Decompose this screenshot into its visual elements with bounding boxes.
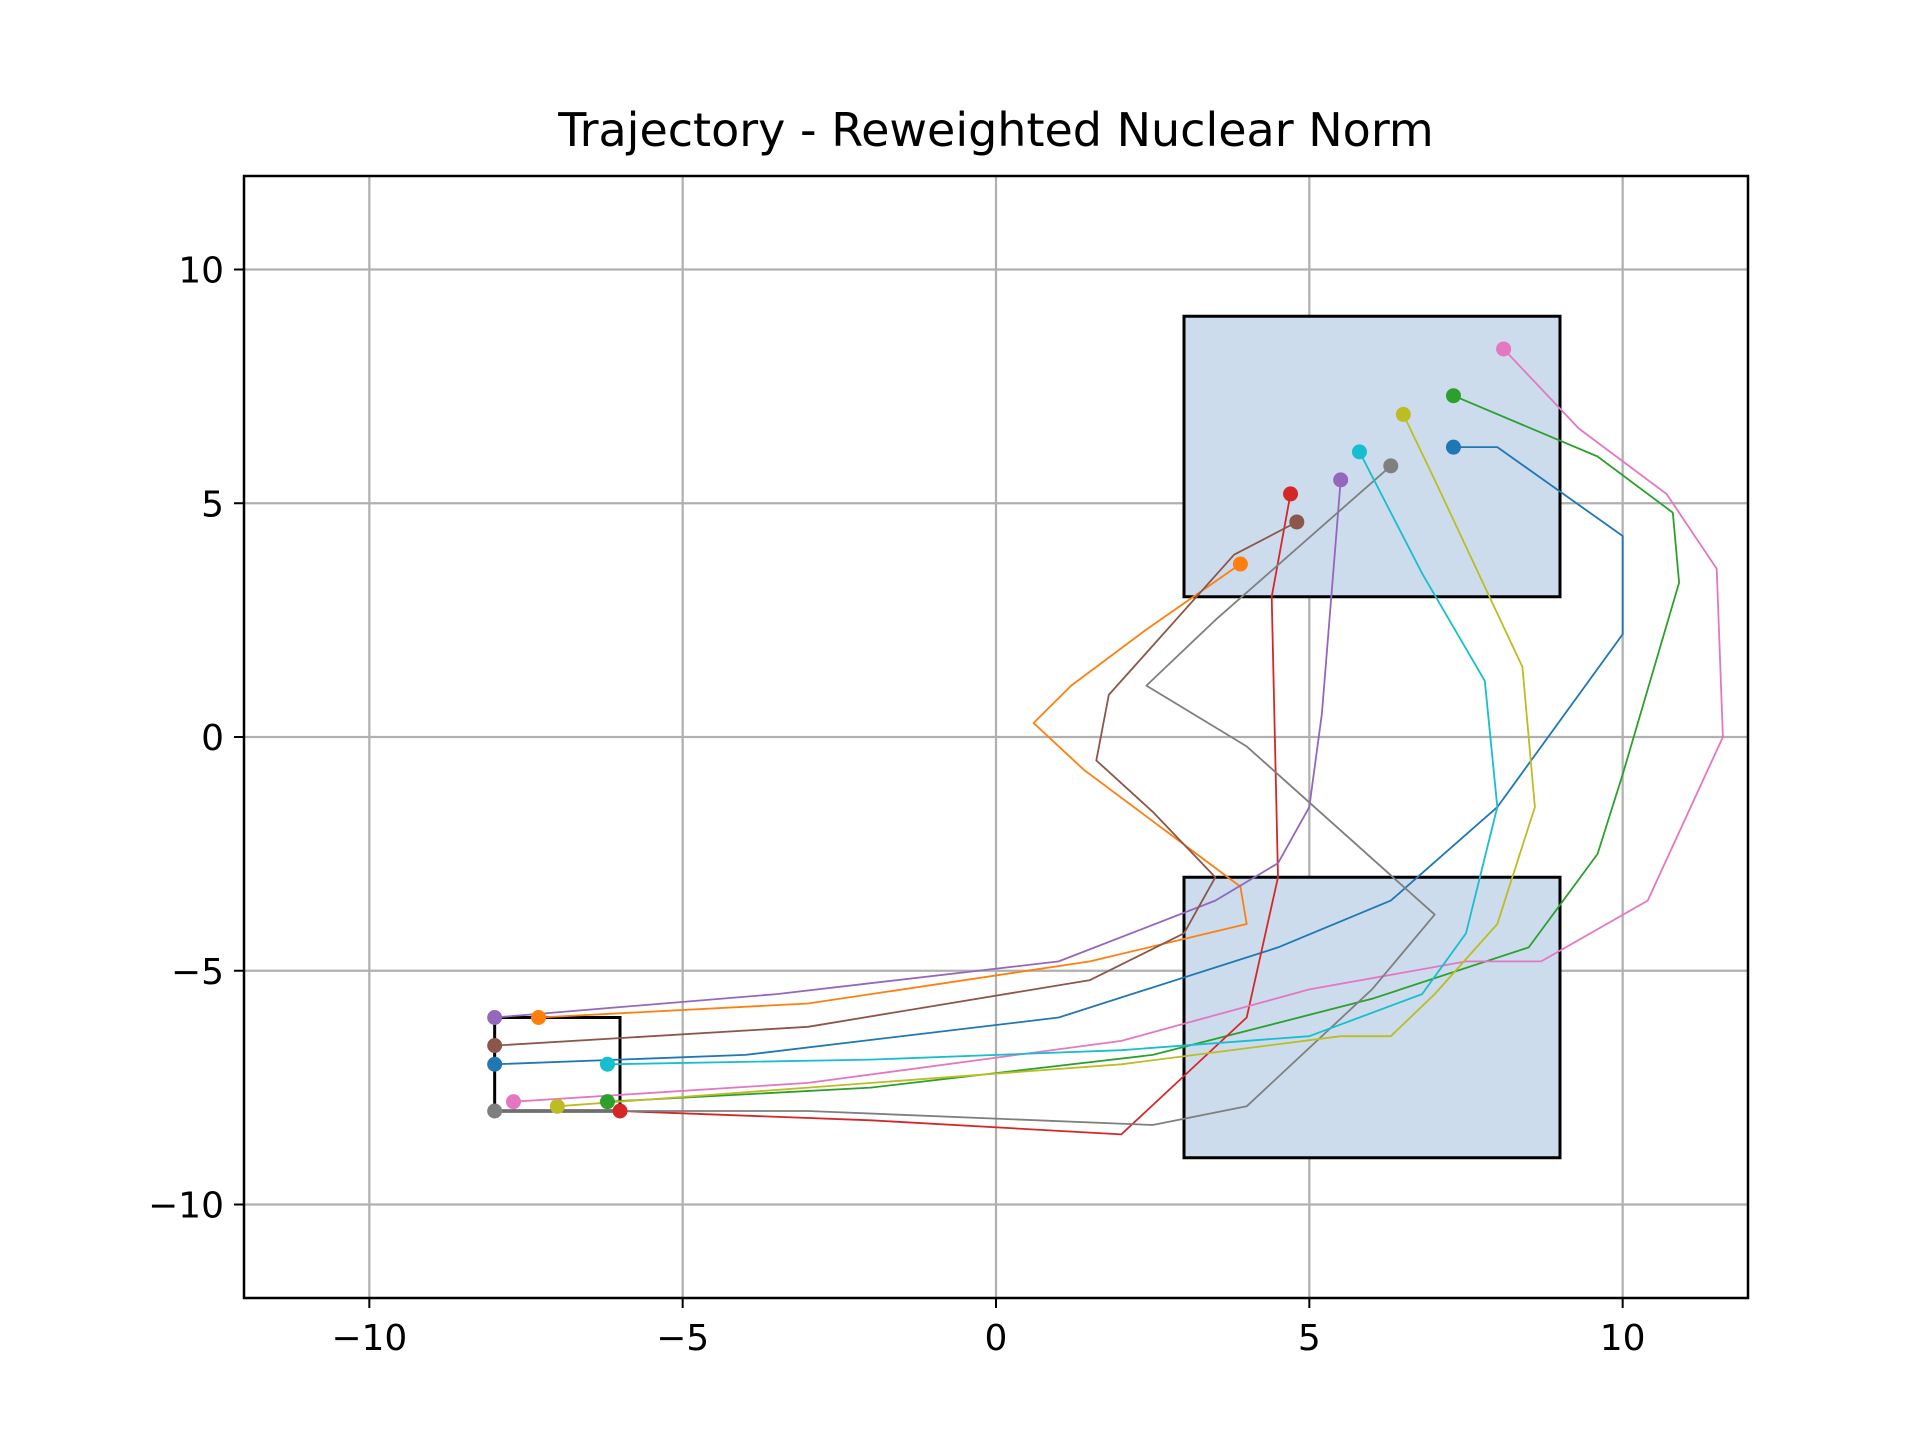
start-point	[549, 1098, 565, 1114]
trajectory-line	[494, 446, 1624, 1066]
start-point	[487, 1056, 503, 1072]
x-tick-label: −10	[331, 1318, 407, 1359]
region-box	[1182, 314, 1562, 599]
end-point	[1289, 514, 1305, 530]
y-tick-label: 10	[178, 251, 224, 292]
trajectory-line	[607, 451, 1499, 1066]
start-point	[487, 1010, 503, 1025]
end-point	[1232, 556, 1248, 572]
x-tick-label: 10	[1600, 1318, 1646, 1359]
trajectory-line	[607, 394, 1680, 1103]
start-markers	[487, 1010, 628, 1119]
y-axis-ticks: −10 −5 0 5 10	[148, 251, 244, 1227]
end-point	[1351, 444, 1367, 460]
trajectory-line	[494, 465, 1436, 1126]
trajectory-line	[494, 521, 1298, 1047]
trajectory-line	[619, 493, 1292, 1136]
end-point	[1445, 388, 1461, 404]
trajectory-line	[557, 414, 1536, 1108]
start-point	[505, 1094, 521, 1110]
end-point	[1496, 341, 1512, 357]
chart-title: Trajectory - Reweighted Nuclear Norm	[557, 103, 1434, 157]
start-point	[599, 1094, 615, 1110]
x-tick-label: 0	[985, 1318, 1008, 1359]
y-tick-label: −10	[148, 1186, 224, 1227]
trajectory-line	[494, 479, 1342, 1019]
x-tick-label: 5	[1298, 1318, 1321, 1359]
y-tick-label: −5	[171, 952, 224, 993]
x-axis-ticks: −10 −5 0 5 10	[331, 1298, 1646, 1359]
y-tick-label: 0	[201, 718, 224, 759]
end-markers	[1232, 341, 1512, 572]
end-point	[1283, 486, 1299, 502]
y-tick-label: 5	[201, 484, 224, 525]
start-point	[487, 1103, 503, 1119]
start-point	[612, 1103, 628, 1119]
end-point	[1333, 472, 1349, 488]
start-point	[487, 1038, 503, 1054]
end-point	[1445, 439, 1461, 455]
end-point	[1395, 406, 1411, 422]
start-point	[531, 1010, 547, 1025]
trajectory-series	[494, 348, 1724, 1136]
trajectory-line	[513, 348, 1724, 1103]
x-tick-label: −5	[656, 1318, 709, 1359]
end-point	[1383, 458, 1399, 474]
trajectory-line	[538, 563, 1248, 1019]
start-point	[599, 1056, 615, 1072]
region-box	[1182, 875, 1562, 1160]
